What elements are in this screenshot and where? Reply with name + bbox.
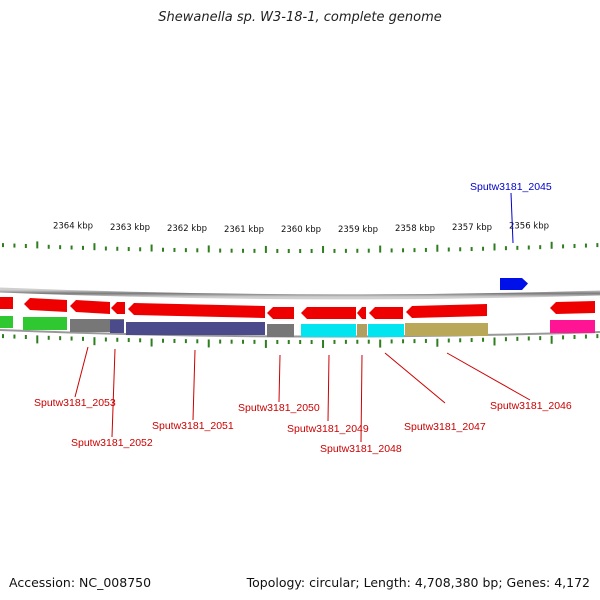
leader-2048 [360, 354, 363, 443]
coordinate-ruler [2, 241, 599, 253]
function-block-2051-a [110, 320, 124, 333]
ruler-label: 2360 kbp [281, 225, 321, 235]
leader-2051 [192, 349, 196, 421]
gene-arrow-2050[interactable] [267, 307, 294, 319]
inner-arc [0, 329, 600, 338]
leader-2050 [278, 354, 281, 403]
gene-label-2049[interactable]: Sputw3181_2049 [287, 423, 369, 435]
leader-2052 [111, 348, 116, 438]
ruler-label: 2358 kbp [395, 224, 435, 234]
function-block-2047 [368, 324, 404, 337]
function-block-2048 [357, 324, 367, 337]
backbone-arc [0, 287, 600, 300]
gene-label-2045[interactable]: Sputw3181_2045 [470, 181, 552, 193]
leader-2049 [327, 354, 330, 422]
ruler-label: 2362 kbp [167, 224, 207, 234]
gene-label-2051[interactable]: Sputw3181_2051 [152, 420, 234, 432]
ruler-label: 2361 kbp [224, 225, 264, 235]
function-block-left [0, 316, 13, 328]
function-block-2050 [267, 324, 294, 337]
leader-2053 [74, 346, 89, 398]
gene-arrow-2052-b[interactable] [111, 302, 125, 314]
gene-label-2046[interactable]: Sputw3181_2046 [490, 400, 572, 412]
gene-arrow-2046[interactable] [406, 304, 487, 318]
gene-arrow-2045[interactable] [500, 278, 528, 290]
gene-arrow-2047[interactable] [369, 307, 403, 319]
function-block-2049 [301, 324, 356, 337]
gene-arrow-2053[interactable] [24, 298, 67, 312]
inner-ticks [2, 334, 599, 348]
ruler-labels: 2364 kbp 2363 kbp 2362 kbp 2361 kbp 2360 kbp… [53, 222, 549, 235]
label-leaders [74, 346, 531, 443]
function-block-2046 [405, 323, 488, 336]
gene-arrow-right-edge[interactable] [550, 301, 595, 314]
leader-2045 [510, 192, 514, 244]
ruler-label: 2359 kbp [338, 225, 378, 235]
genome-summary-text: Topology: circular; Length: 4,708,380 bp… [246, 575, 590, 590]
gene-arrow-left-edge[interactable] [0, 297, 13, 309]
function-block-2051 [126, 322, 265, 335]
accession-text: Accession: NC_008750 [9, 575, 152, 590]
gene-arrow-2048[interactable] [357, 307, 366, 319]
ruler-label: 2357 kbp [452, 223, 492, 233]
gene-label-2052[interactable]: Sputw3181_2052 [71, 437, 153, 449]
gene-label-2050[interactable]: Sputw3181_2050 [238, 402, 320, 414]
ruler-label: 2363 kbp [110, 223, 150, 233]
leader-2046 [446, 352, 531, 401]
gene-label-2047[interactable]: Sputw3181_2047 [404, 421, 486, 433]
ruler-label: 2356 kbp [509, 222, 549, 232]
function-block-2053 [23, 317, 67, 330]
gene-arrow-2052-a[interactable] [70, 300, 110, 314]
page-title: Shewanella sp. W3-18-1, complete genome [158, 10, 442, 25]
gene-label-2048[interactable]: Sputw3181_2048 [320, 443, 402, 455]
gene-label-2053[interactable]: Sputw3181_2053 [34, 397, 116, 409]
function-block-right [550, 320, 595, 333]
leader-2047 [384, 352, 446, 404]
gene-arrow-2051[interactable] [128, 303, 265, 318]
gene-arrow-2049-a[interactable] [301, 307, 356, 319]
ruler-label: 2364 kbp [53, 222, 93, 232]
